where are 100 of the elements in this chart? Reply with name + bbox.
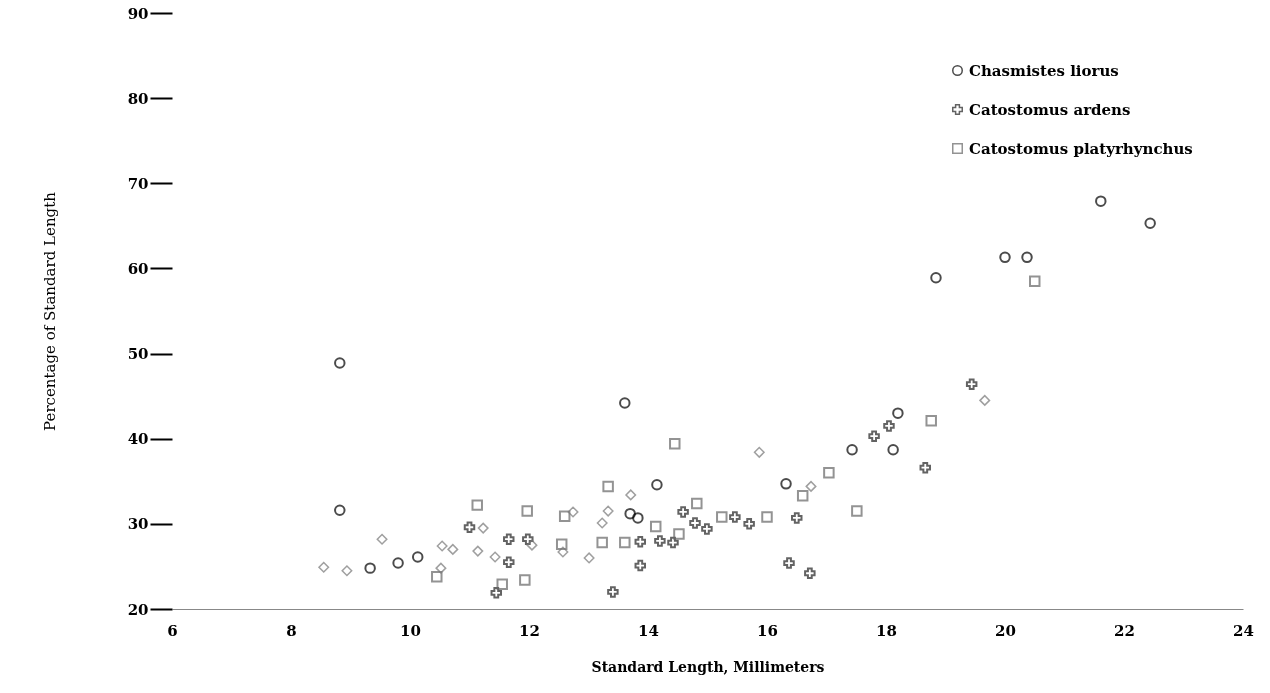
- point: [519, 574, 531, 586]
- x-tick-label: 20: [995, 621, 1016, 640]
- point: [477, 522, 489, 534]
- y-tick-label: 30: [127, 515, 149, 534]
- point: [716, 511, 728, 523]
- point: [673, 528, 685, 540]
- point: [364, 562, 376, 574]
- point: [435, 562, 447, 574]
- point: [1021, 251, 1033, 264]
- point: [558, 510, 571, 522]
- point: [567, 506, 579, 518]
- point: [669, 438, 681, 450]
- point: [526, 539, 538, 551]
- point: [555, 538, 568, 551]
- point: [979, 394, 991, 406]
- x-tick-label: 14: [638, 621, 659, 640]
- legend-label: Catostomus platyrhynchus: [969, 139, 1193, 158]
- point: [677, 506, 689, 518]
- point: [701, 523, 713, 535]
- point: [743, 518, 755, 530]
- point: [602, 505, 614, 517]
- point: [376, 533, 388, 545]
- y-tick-label: 80: [127, 89, 149, 108]
- point: [729, 511, 741, 523]
- point: [447, 543, 459, 555]
- point: [791, 512, 803, 524]
- point: [624, 507, 636, 520]
- point: [651, 478, 663, 491]
- point: [965, 378, 978, 390]
- point: [634, 559, 647, 572]
- y-tick-label: 60: [127, 259, 149, 278]
- x-tick-label: 6: [167, 621, 178, 640]
- point: [919, 461, 932, 474]
- point: [463, 521, 476, 534]
- point: [892, 407, 904, 419]
- point: [596, 536, 608, 549]
- point: [634, 535, 647, 548]
- x-tick-label: 8: [286, 621, 297, 640]
- point: [503, 533, 515, 545]
- point: [334, 357, 346, 369]
- point: [522, 533, 534, 545]
- y-axis-title: Percentage of Standard Length: [40, 191, 59, 431]
- point: [334, 504, 346, 516]
- y-tick-label: 40: [127, 430, 149, 449]
- point: [619, 397, 631, 409]
- x-tick-label: 22: [1114, 621, 1135, 640]
- point: [887, 444, 899, 456]
- point: [783, 557, 795, 569]
- point: [583, 552, 595, 564]
- point: [883, 420, 895, 432]
- point: [667, 536, 679, 549]
- point: [596, 517, 608, 529]
- point: [804, 567, 816, 579]
- point: [1144, 217, 1156, 230]
- y-tick-label: 90: [127, 4, 149, 23]
- point: [780, 478, 792, 490]
- legend-label: Chasmistes liorus: [969, 61, 1119, 80]
- x-tick-label: 16: [757, 621, 778, 640]
- y-tick-label: 20: [127, 600, 149, 619]
- point: [619, 536, 631, 549]
- y-tick-label: 70: [127, 174, 149, 193]
- point: [851, 505, 863, 517]
- point: [521, 505, 533, 517]
- x-tick-label: 12: [519, 621, 540, 640]
- point: [489, 551, 501, 563]
- point: [691, 497, 703, 510]
- point: [431, 570, 443, 583]
- point: [868, 430, 880, 442]
- point: [436, 540, 448, 552]
- point: [999, 251, 1011, 264]
- point: [607, 586, 619, 598]
- point: [318, 561, 330, 573]
- y-tick-label: 50: [127, 345, 149, 364]
- point: [472, 545, 484, 557]
- point: [471, 499, 483, 511]
- point: [1095, 195, 1107, 207]
- point: [632, 512, 644, 524]
- point: [796, 490, 809, 502]
- x-tick-label: 24: [1233, 621, 1254, 640]
- point: [654, 535, 666, 547]
- point: [490, 587, 503, 599]
- x-axis-title: Standard Length, Millimeters: [591, 658, 825, 675]
- point: [761, 511, 773, 523]
- x-tick-label: 10: [400, 621, 421, 640]
- point: [392, 557, 404, 569]
- point: [625, 489, 637, 501]
- point: [649, 520, 662, 533]
- legend-label: Catostomus ardens: [969, 100, 1131, 119]
- point: [805, 480, 817, 492]
- point: [341, 565, 353, 577]
- point: [557, 546, 569, 558]
- point: [846, 444, 858, 456]
- point: [411, 551, 424, 563]
- point: [496, 578, 508, 591]
- point: [1029, 275, 1041, 287]
- point: [602, 480, 614, 493]
- point: [753, 446, 765, 458]
- point: [823, 467, 835, 479]
- point: [503, 556, 515, 568]
- point: [689, 517, 701, 529]
